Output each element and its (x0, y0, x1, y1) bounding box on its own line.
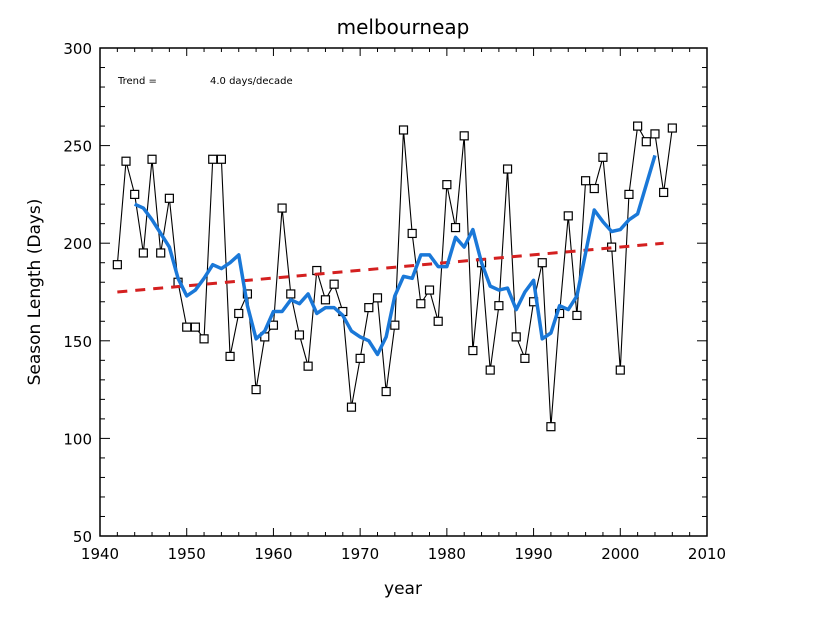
observed-point (355, 353, 365, 363)
observed-point (633, 121, 643, 131)
y-tick-label: 150 (63, 333, 92, 351)
observed-point (320, 295, 331, 305)
observed-point (364, 303, 374, 313)
x-tick-label: 1970 (341, 545, 379, 563)
observed-point (485, 365, 495, 375)
trend-annotation-value: 4.0 days/decade (210, 76, 293, 87)
running-mean-line (133, 154, 657, 357)
observed-point (277, 203, 287, 213)
x-tick-label: 2000 (601, 545, 639, 563)
observed-point (329, 279, 339, 289)
observed-point (520, 353, 530, 363)
observed-point (416, 299, 426, 309)
observed-point (650, 129, 660, 139)
y-tick-label: 250 (63, 138, 92, 156)
observed-point (164, 193, 174, 203)
observed-point (511, 332, 521, 342)
observed-point (572, 310, 582, 321)
x-tick-label: 1980 (428, 545, 466, 563)
observed-point (424, 285, 435, 295)
observed-point (390, 320, 400, 330)
y-tick-label: 100 (63, 430, 92, 448)
x-tick-label: 2010 (688, 545, 726, 563)
observed-point (659, 187, 669, 198)
observed-series-line (116, 124, 673, 427)
observed-point (641, 137, 651, 147)
observed-point (190, 322, 200, 332)
observed-point (130, 189, 140, 199)
observed-point (182, 322, 192, 332)
plot-frame (99, 47, 708, 537)
chart-title: melbourneap (337, 15, 470, 39)
observed-point (537, 258, 547, 268)
x-tick-label: 1990 (514, 545, 552, 563)
observed-point (251, 385, 261, 395)
observed-point (121, 156, 131, 166)
observed-point (563, 211, 573, 221)
observed-point (234, 308, 244, 319)
y-tick-label: 200 (63, 235, 92, 253)
observed-point (494, 301, 504, 311)
observed-point (615, 365, 625, 375)
observed-point (286, 289, 296, 299)
y-tick-label: 300 (63, 40, 92, 58)
x-tick-label: 1950 (168, 545, 206, 563)
y-axis-label: Season Length (Days) (25, 199, 45, 386)
y-tick-label: 50 (73, 528, 92, 546)
observed-point (268, 320, 279, 330)
x-tick-label: 1940 (81, 545, 119, 563)
observed-point (381, 386, 391, 397)
x-axis-label: year (384, 579, 422, 599)
observed-point (442, 180, 452, 190)
observed-point (667, 123, 677, 133)
x-tick-label: 1960 (254, 545, 292, 563)
observed-point (156, 248, 166, 258)
observed-point (589, 183, 599, 194)
observed-point (407, 228, 417, 239)
observed-point (450, 222, 461, 233)
observed-point (294, 330, 305, 340)
observed-point (208, 154, 218, 164)
observed-point (459, 131, 469, 141)
observed-point (112, 260, 122, 270)
trend-line (117, 241, 664, 294)
trend-annotation-label: Trend = (117, 76, 157, 87)
observed-point (433, 316, 443, 326)
observed-point (225, 351, 235, 362)
observed-point (303, 361, 313, 371)
observed-point (598, 152, 608, 162)
observed-point (580, 176, 591, 186)
observed-point (372, 293, 383, 303)
observed-point (346, 402, 357, 412)
observed-point (624, 189, 634, 199)
observed-point (398, 125, 409, 135)
observed-point (138, 248, 148, 258)
observed-point (468, 345, 478, 356)
observed-point (147, 154, 157, 164)
observed-point (546, 422, 556, 432)
observed-point (216, 154, 226, 164)
observed-point (502, 164, 513, 174)
observed-point (199, 334, 209, 344)
